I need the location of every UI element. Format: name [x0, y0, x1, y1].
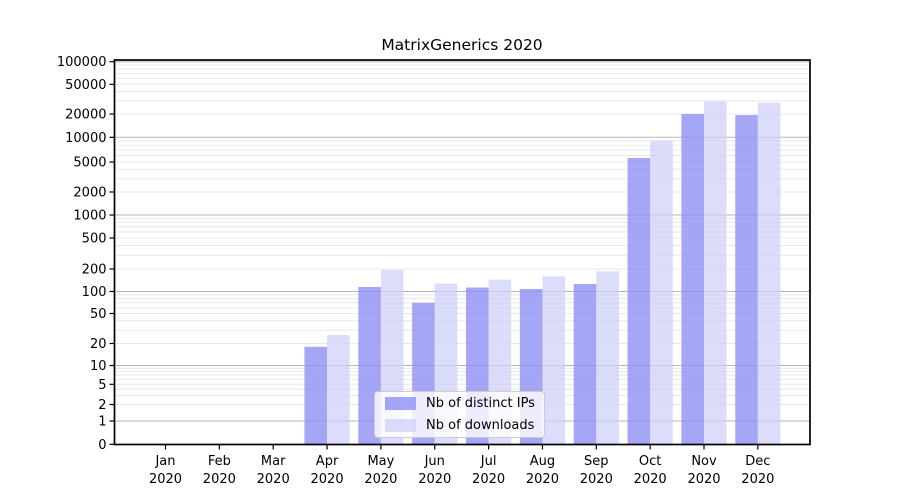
bar-distinct-ips-nov: [681, 114, 704, 445]
axis-spines: [113, 59, 811, 446]
legend-label-downloads: Nb of downloads: [426, 418, 535, 433]
chart-title: MatrixGenerics 2020: [381, 36, 543, 54]
x-tick-label-year: 2020: [311, 472, 344, 487]
x-tick-label-month: Feb: [208, 454, 231, 469]
x-tick-label-year: 2020: [526, 472, 559, 487]
legend-swatch-distinct-ips: [385, 397, 416, 410]
bar-downloads-apr: [327, 334, 350, 445]
bar-distinct-ips-dec: [735, 115, 758, 445]
x-tick-label-month: Mar: [261, 454, 286, 469]
x-tick-label-year: 2020: [364, 472, 397, 487]
x-tick-label-month: Aug: [530, 454, 555, 469]
x-tick-label-year: 2020: [741, 472, 774, 487]
y-tick-label: 5: [98, 378, 106, 393]
x-tick-label-month: Apr: [316, 454, 339, 469]
legend-item-downloads: Nb of downloads: [385, 418, 544, 433]
x-tick-label-year: 2020: [203, 472, 236, 487]
x-tick-label-year: 2020: [580, 472, 613, 487]
x-tick-label-year: 2020: [634, 472, 667, 487]
x-tick-label-year: 2020: [472, 472, 505, 487]
y-tick-label: 100: [82, 285, 107, 300]
legend-item-distinct-ips: Nb of distinct IPs: [385, 396, 544, 411]
x-tick-label-month: Jun: [424, 454, 445, 469]
bar-distinct-ips-apr: [304, 346, 328, 445]
x-tick-label-year: 2020: [149, 472, 182, 487]
legend-swatch-downloads: [385, 419, 416, 432]
x-tick-label-month: Jul: [480, 454, 497, 469]
x-tick-label-month: Sep: [584, 454, 609, 469]
x-tick-label-year: 2020: [418, 472, 451, 487]
bar-downloads-oct: [650, 140, 673, 445]
y-tick-label: 1000: [73, 209, 106, 224]
y-tick-label: 50: [90, 307, 107, 322]
y-tick-label: 200: [82, 263, 107, 278]
y-tick-label: 5000: [73, 156, 106, 171]
bar-downloads-sep: [596, 271, 619, 445]
x-tick-label-month: Dec: [745, 454, 770, 469]
bar-downloads-dec: [757, 102, 781, 445]
bar-distinct-ips-sep: [573, 283, 597, 445]
y-tick-label: 10000: [65, 131, 106, 146]
y-tick-label: 0: [98, 438, 106, 453]
y-tick-label: 100000: [57, 55, 107, 70]
x-tick-label-year: 2020: [257, 472, 290, 487]
x-tick-label-month: May: [367, 454, 394, 469]
y-tick-label: 50000: [65, 78, 106, 93]
bar-downloads-aug: [542, 276, 566, 445]
x-tick-label-month: Nov: [691, 454, 717, 469]
legend: Nb of distinct IPs Nb of downloads: [374, 391, 545, 438]
legend-label-distinct-ips: Nb of distinct IPs: [426, 396, 535, 411]
y-tick-label: 20000: [65, 108, 106, 123]
y-tick-label: 1: [98, 415, 106, 430]
x-tick-label-month: Jan: [154, 454, 175, 469]
y-tick-label: 20: [90, 337, 107, 352]
y-tick-label: 10: [90, 359, 107, 374]
y-tick-label: 2000: [73, 186, 106, 201]
x-tick-label-year: 2020: [687, 472, 720, 487]
y-tick-label: 500: [82, 232, 107, 247]
bar-downloads-nov: [704, 101, 727, 445]
x-tick-label-month: Oct: [639, 454, 661, 469]
y-tick-label: 2: [98, 398, 106, 413]
bar-distinct-ips-oct: [627, 157, 651, 445]
